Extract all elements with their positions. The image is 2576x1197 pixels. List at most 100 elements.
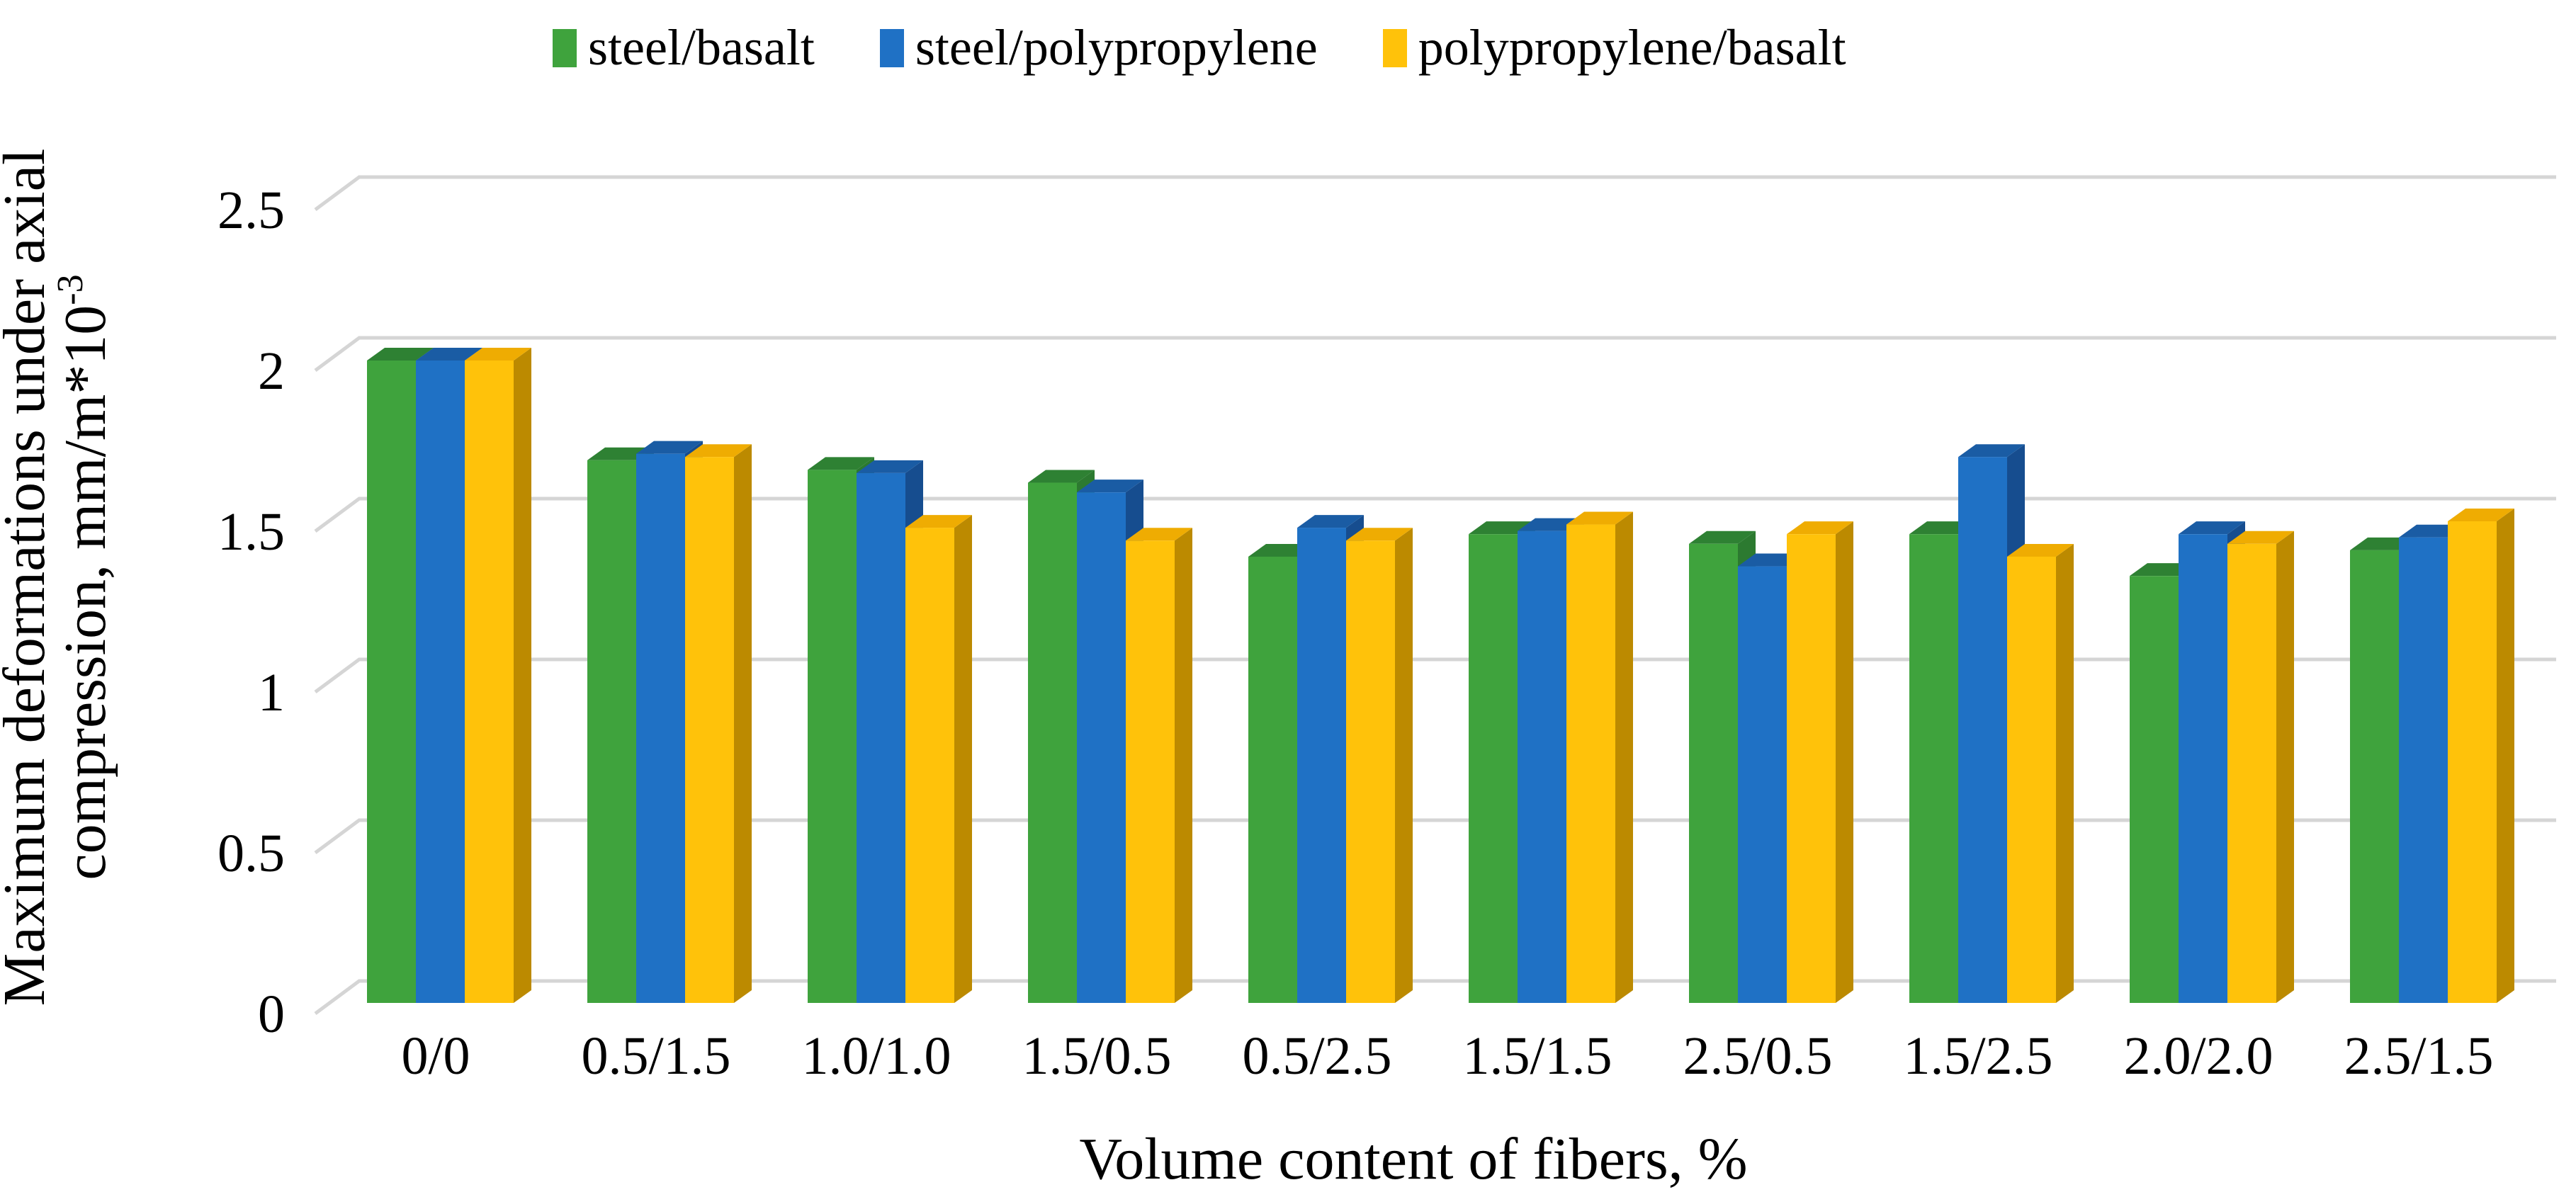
bar-polypropylene/basalt-1.0/1.0 bbox=[905, 515, 972, 1003]
y-tick-label: 2 bbox=[258, 341, 285, 401]
bar-polypropylene/basalt-2.5/1.5 bbox=[2448, 509, 2514, 1003]
bar-front-face bbox=[465, 361, 514, 1003]
bar-polypropylene/basalt-1.5/1.5 bbox=[1566, 511, 1633, 1003]
bar-top-face bbox=[1958, 444, 2025, 458]
bar-side-face bbox=[1395, 528, 1413, 1003]
bar-front-face bbox=[1126, 540, 1175, 1003]
bar-top-face bbox=[636, 441, 703, 454]
bar-front-face bbox=[1469, 534, 1518, 1003]
bar-side-face bbox=[2276, 531, 2294, 1003]
gridline bbox=[314, 497, 2556, 533]
y-axis-title-line1: Maximum deformations under axial bbox=[0, 149, 57, 1006]
bar-front-face bbox=[2130, 576, 2179, 1003]
bar-side-face bbox=[514, 348, 531, 1003]
bar-side-face bbox=[2497, 509, 2514, 1003]
bar-side-face bbox=[954, 515, 972, 1003]
y-tick-label: 2.5 bbox=[218, 181, 285, 240]
x-category-label: 2.0/2.0 bbox=[2123, 1026, 2273, 1086]
x-category-label: 1.5/0.5 bbox=[1022, 1026, 1171, 1086]
x-category-label: 1.5/2.5 bbox=[1903, 1026, 2052, 1086]
bar-front-face bbox=[2448, 521, 2497, 1003]
bar-top-face bbox=[2227, 531, 2294, 544]
bar-front-face bbox=[1248, 556, 1297, 1003]
bar-polypropylene/basalt-1.5/0.5 bbox=[1126, 528, 1192, 1003]
bar-front-face bbox=[2179, 534, 2227, 1003]
bar-top-face bbox=[2179, 521, 2245, 535]
bar-top-face bbox=[1077, 480, 1143, 493]
bar-top-face bbox=[1346, 528, 1413, 541]
legend-marker-steel-polypropylene-icon bbox=[879, 28, 904, 67]
bar-front-face bbox=[1077, 492, 1126, 1003]
y-axis-title-superscript: -3 bbox=[50, 274, 91, 305]
gridline bbox=[314, 175, 2556, 212]
bar-front-face bbox=[636, 453, 685, 1003]
y-tick-label: 1 bbox=[258, 663, 285, 722]
bar-front-face bbox=[1566, 524, 1615, 1003]
bar-front-face bbox=[857, 472, 905, 1003]
legend-marker-steel-basalt-icon bbox=[553, 28, 577, 67]
bar-front-face bbox=[1518, 531, 1566, 1003]
chart-legend: steel/basalt steel/polypropylene polypro… bbox=[553, 18, 1846, 77]
x-category-label: 1.0/1.0 bbox=[801, 1026, 951, 1086]
bar-side-face bbox=[734, 444, 752, 1003]
legend-label-polypropylene-basalt: polypropylene/basalt bbox=[1418, 19, 1846, 76]
bar-front-face bbox=[1958, 457, 2007, 1003]
bar-top-face bbox=[1028, 470, 1095, 483]
bar-side-face bbox=[1836, 521, 1853, 1003]
bar-polypropylene/basalt-0.5/1.5 bbox=[685, 444, 752, 1003]
bar-front-face bbox=[905, 528, 954, 1003]
bar-top-face bbox=[2007, 543, 2074, 557]
bar-front-face bbox=[1028, 482, 1077, 1003]
bar-top-face bbox=[905, 515, 972, 528]
bar-top-face bbox=[367, 348, 434, 361]
legend-item-steel-basalt: steel/basalt bbox=[553, 18, 815, 77]
bar-front-face bbox=[2227, 543, 2276, 1003]
bar-side-face bbox=[1175, 528, 1192, 1003]
x-category-label: 0/0 bbox=[401, 1026, 470, 1086]
y-axis-title: Maximum deformations under axial compres… bbox=[0, 149, 118, 1006]
bar-front-face bbox=[416, 361, 465, 1003]
plot-area: 0 0.5 1 1.5 2 2.5 0/0 0.5/1.5 1.0/1.0 1.5/0.5 0.5/… bbox=[218, 175, 2556, 1086]
y-tick-label: 0.5 bbox=[218, 824, 285, 883]
legend-item-polypropylene-basalt: polypropylene/basalt bbox=[1382, 18, 1846, 77]
bar-top-face bbox=[416, 348, 482, 361]
bar-front-face bbox=[2399, 537, 2448, 1003]
bar-side-face bbox=[2056, 543, 2074, 1003]
bar-polypropylene/basalt-0/0 bbox=[465, 348, 531, 1003]
bar-top-face bbox=[1126, 528, 1192, 541]
bar-top-face bbox=[1689, 531, 1756, 544]
bar-front-face bbox=[1787, 534, 1836, 1003]
y-axis-title-line2: compression, mm/m*10-3 bbox=[50, 274, 118, 880]
x-category-label: 2.5/1.5 bbox=[2344, 1026, 2493, 1086]
y-tick-label: 0 bbox=[258, 985, 285, 1044]
bar-front-face bbox=[2350, 550, 2399, 1003]
x-category-label: 2.5/0.5 bbox=[1683, 1026, 1832, 1086]
legend-item-steel-polypropylene: steel/polypropylene bbox=[879, 18, 1318, 77]
legend-marker-polypropylene-basalt-icon bbox=[1382, 28, 1407, 67]
bar-polypropylene/basalt-2.5/0.5 bbox=[1787, 521, 1853, 1003]
bar-top-face bbox=[1297, 515, 1364, 528]
bar-polypropylene/basalt-1.5/2.5 bbox=[2007, 543, 2074, 1003]
x-category-label: 0.5/1.5 bbox=[581, 1026, 730, 1086]
bar-top-face bbox=[1566, 511, 1633, 525]
bar-front-face bbox=[1346, 540, 1395, 1003]
bar-top-face bbox=[1787, 521, 1853, 535]
bar-polypropylene/basalt-2.0/2.0 bbox=[2227, 531, 2294, 1003]
legend-label-steel-polypropylene: steel/polypropylene bbox=[915, 19, 1318, 76]
bar-front-face bbox=[1738, 566, 1787, 1003]
x-category-label: 0.5/2.5 bbox=[1242, 1026, 1391, 1086]
bar-side-face bbox=[1615, 511, 1633, 1003]
bar-polypropylene/basalt-0.5/2.5 bbox=[1346, 528, 1413, 1003]
bar-front-face bbox=[1909, 534, 1958, 1003]
bar-front-face bbox=[1297, 528, 1346, 1003]
legend-label-steel-basalt: steel/basalt bbox=[588, 19, 815, 76]
bar-front-face bbox=[2007, 556, 2056, 1003]
bar-top-face bbox=[465, 348, 531, 361]
bar-top-face bbox=[857, 460, 923, 473]
bar-top-face bbox=[685, 444, 752, 458]
bar-top-face bbox=[2448, 509, 2514, 521]
bar-front-face bbox=[808, 470, 857, 1003]
gridline bbox=[314, 336, 2556, 373]
bar-front-face bbox=[685, 457, 734, 1003]
x-category-label: 1.5/1.5 bbox=[1462, 1026, 1612, 1086]
